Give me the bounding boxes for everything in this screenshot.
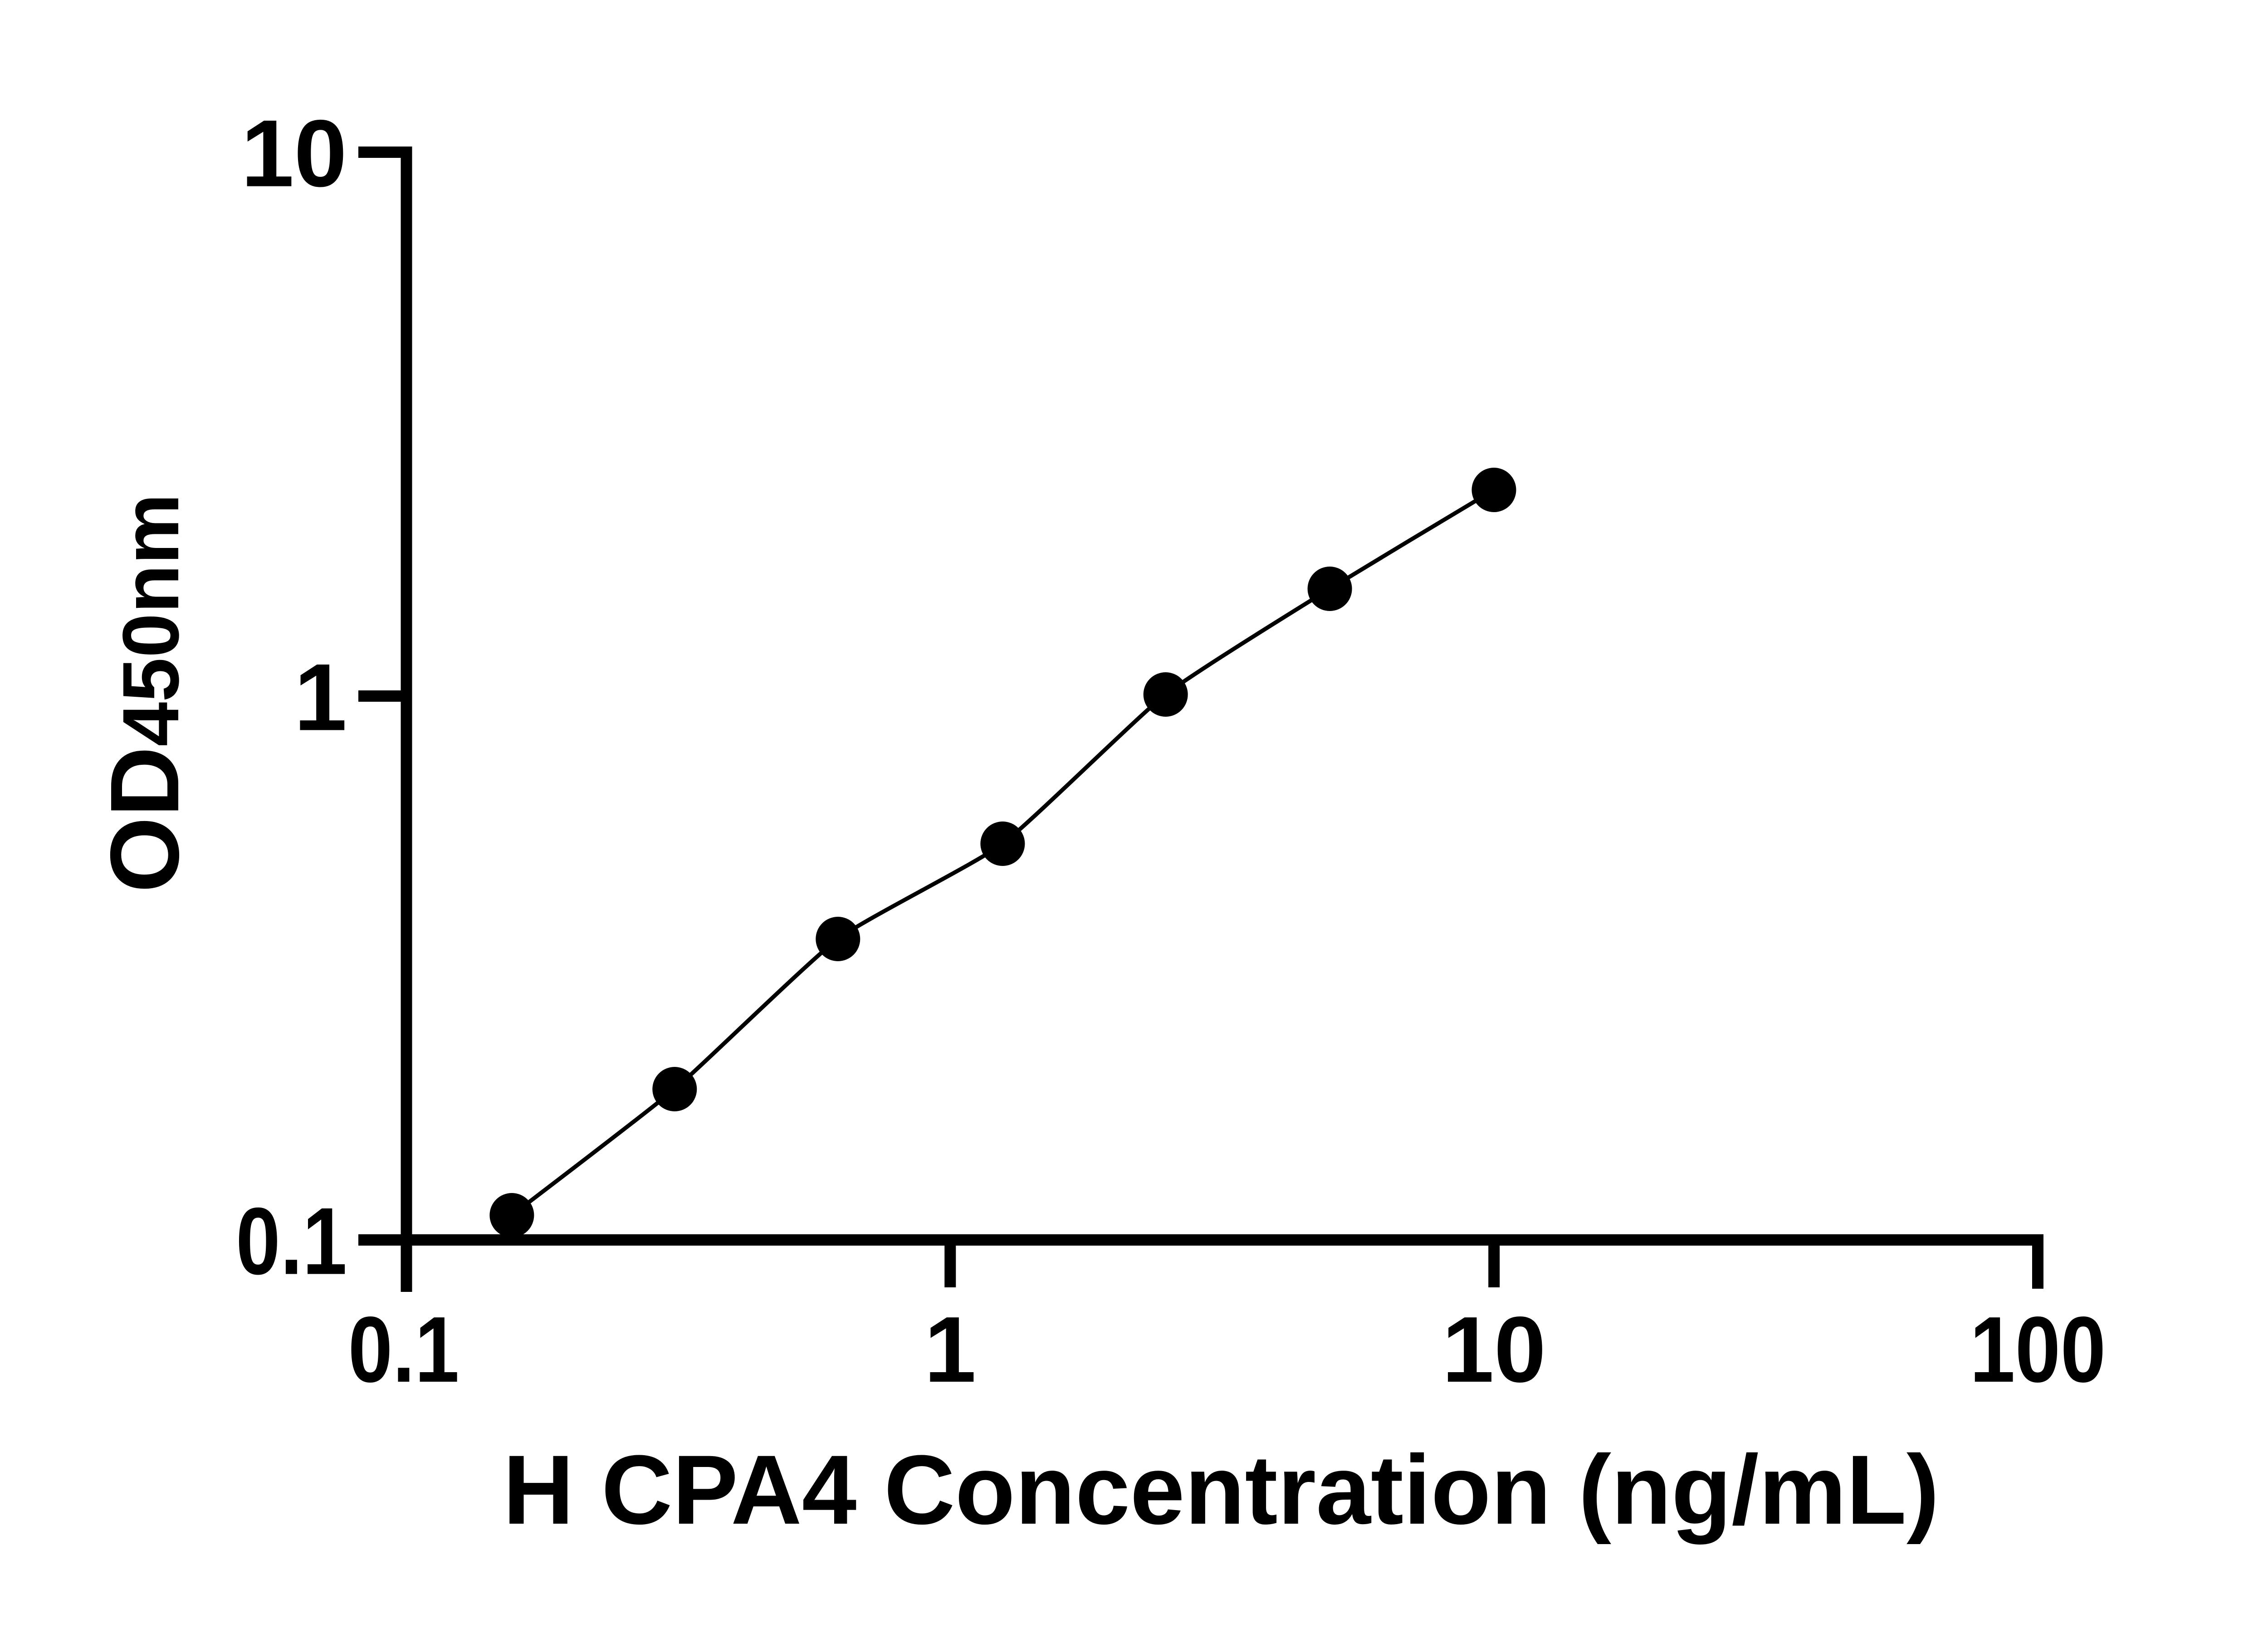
svg-text:10: 10 bbox=[241, 100, 347, 207]
svg-text:OD450nm: OD450nm bbox=[90, 494, 199, 893]
svg-text:1: 1 bbox=[924, 1297, 977, 1402]
svg-text:H CPA4 Concentration (ng/mL): H CPA4 Concentration (ng/mL) bbox=[503, 1435, 1940, 1545]
svg-text:100: 100 bbox=[1970, 1297, 2106, 1402]
svg-text:10: 10 bbox=[1442, 1297, 1546, 1402]
svg-text:0.1: 0.1 bbox=[236, 1188, 347, 1295]
svg-text:0.1: 0.1 bbox=[348, 1297, 459, 1402]
svg-text:1: 1 bbox=[294, 644, 347, 751]
